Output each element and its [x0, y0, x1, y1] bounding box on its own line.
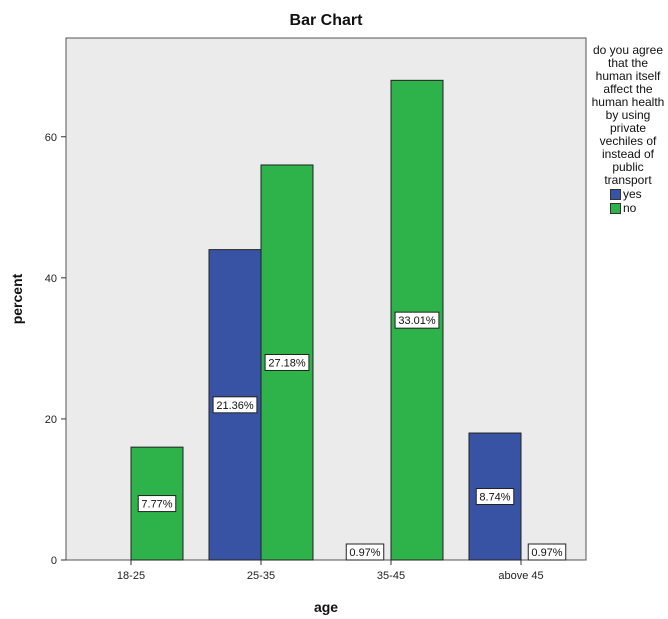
data-label-box — [137, 495, 177, 513]
data-label-text: 27.18% — [268, 357, 306, 369]
legend-swatch — [610, 188, 621, 200]
data-label: 33.01% — [394, 311, 440, 329]
y-tick-label: 20 — [45, 414, 57, 426]
data-label-text: 0.97% — [531, 547, 562, 559]
x-tick-label: 25-35 — [247, 570, 275, 582]
legend-label: yes — [623, 187, 642, 201]
legend-item-no: no — [610, 201, 668, 215]
x-axis: 18-25 25-35 35-45 above 45 — [117, 560, 544, 582]
data-label-box — [345, 543, 385, 561]
legend-title: do you agree that the human itself affec… — [591, 43, 665, 187]
x-tick-label: 35-45 — [377, 570, 405, 582]
data-label: 21.36% — [212, 396, 258, 414]
chart-title: Bar Chart — [290, 12, 364, 29]
data-label-box — [475, 488, 515, 506]
data-label-box — [527, 543, 567, 561]
legend: do you agree that the human itself affec… — [588, 43, 668, 216]
data-label-box — [212, 396, 258, 414]
data-label-text: 21.36% — [216, 400, 254, 412]
data-label-text: 0.97% — [349, 547, 380, 559]
legend-item-yes: yes — [610, 187, 668, 201]
data-label-text: 7.77% — [141, 499, 172, 511]
legend-items: yes no — [588, 187, 668, 215]
data-label-box — [264, 353, 310, 371]
y-tick-label: 40 — [45, 273, 57, 285]
data-label-text: 8.74% — [479, 492, 510, 504]
y-axis-title: percent — [9, 273, 25, 324]
data-label-box — [394, 311, 440, 329]
data-label: 8.74% — [475, 488, 515, 506]
data-label-text: 33.01% — [398, 315, 436, 327]
x-tick-label: above 45 — [498, 570, 543, 582]
x-tick-label: 18-25 — [117, 570, 145, 582]
data-label: 7.77% — [137, 495, 177, 513]
y-tick-label: 0 — [51, 555, 57, 567]
y-axis: 0 20 40 60 — [45, 132, 66, 567]
data-label: 0.97% — [527, 543, 567, 561]
data-labels-group: 7.77% 21.36% 27.18% 0.97% 33.01% 8.74% 0.97% — [137, 311, 567, 561]
x-axis-title: age — [314, 599, 338, 615]
data-label: 0.97% — [345, 543, 385, 561]
y-tick-label: 60 — [45, 132, 57, 144]
data-label: 27.18% — [264, 353, 310, 371]
legend-swatch — [610, 202, 621, 214]
legend-label: no — [623, 201, 637, 215]
